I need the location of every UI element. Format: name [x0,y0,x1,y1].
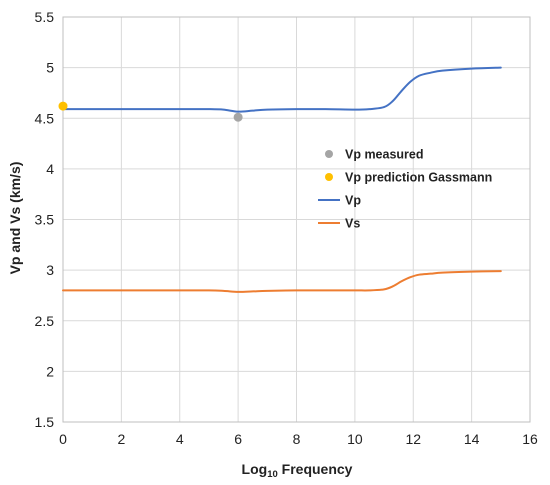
legend-swatch-vp-measured [325,150,333,158]
legend: Vp measured Vp prediction Gassmann Vp Vs [318,148,492,231]
y-tick-label: 1.5 [35,414,55,430]
x-tick-label: 10 [347,431,363,447]
x-tick-label: 6 [234,431,242,447]
y-tick-label: 3 [46,262,54,278]
data-point-vp-measured [233,112,243,122]
x-axis-title-subscript: 10 [267,469,278,480]
legend-swatch-vp-prediction-gassmann [325,173,333,181]
series-line-vp [62,66,502,113]
x-tick-label: 8 [293,431,301,447]
x-tick-labels: 0 2 4 6 8 10 12 14 16 [59,431,538,447]
y-tick-label: 4 [46,161,54,177]
x-axis-title-rest: Frequency [278,461,353,477]
plot-frame [62,16,531,423]
x-tick-label: 14 [464,431,480,447]
y-tick-label: 3.5 [35,212,55,228]
y-tick-label: 2 [46,363,54,379]
series-lines [62,66,502,293]
x-tick-label: 4 [176,431,184,447]
legend-label-vs: Vs [345,217,360,231]
x-tick-label: 0 [59,431,67,447]
y-tick-label: 5 [46,60,54,76]
y-tick-labels: 1.5 2 2.5 3 3.5 4 4.5 5 5.5 [35,9,55,430]
legend-label-vp-prediction-gassmann: Vp prediction Gassmann [345,171,492,185]
y-tick-label: 2.5 [35,313,55,329]
series-markers [58,101,243,122]
legend-label-vp: Vp [345,194,361,208]
y-tick-label: 4.5 [35,110,55,126]
x-axis-title-base: Log [242,461,268,477]
x-axis-title: Log10 Frequency [242,461,353,480]
data-point-vp-prediction-gassmann [58,101,68,111]
y-tick-label: 5.5 [35,9,55,25]
x-tick-label: 12 [405,431,421,447]
x-tick-label: 2 [117,431,125,447]
legend-label-vp-measured: Vp measured [345,148,424,162]
x-tick-label: 16 [522,431,538,447]
y-axis-title: Vp and Vs (km/s) [7,162,23,275]
series-line-vs [62,270,502,293]
